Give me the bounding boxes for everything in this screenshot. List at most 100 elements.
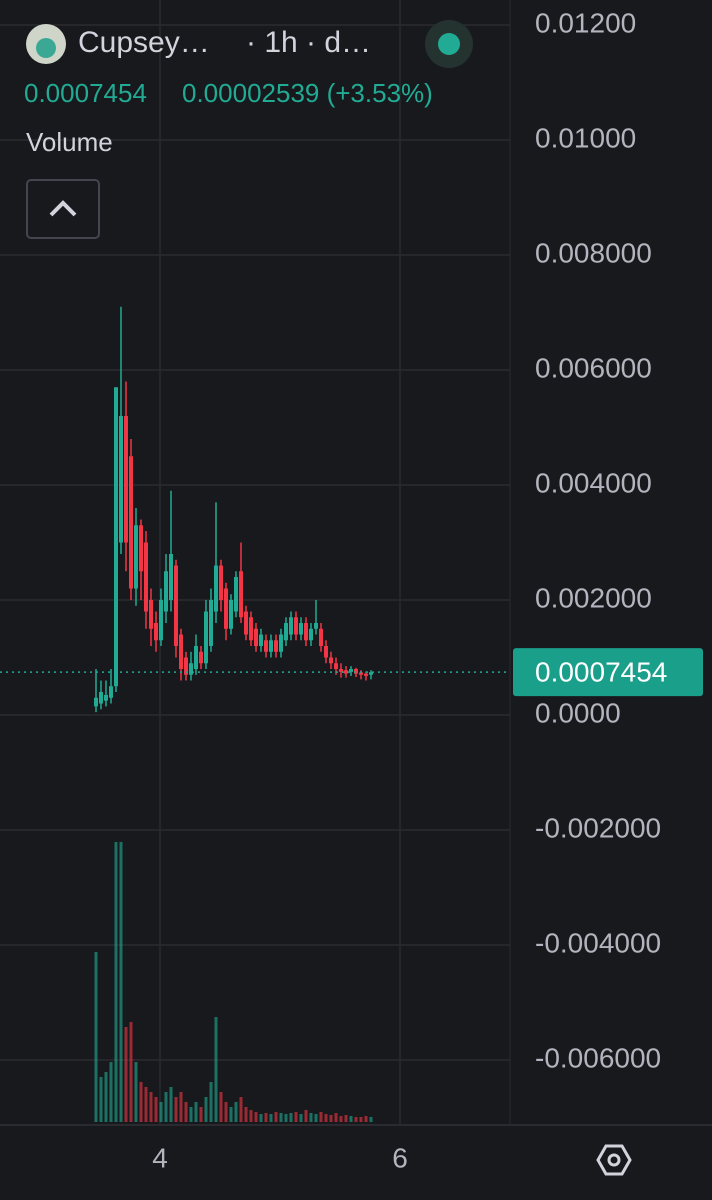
volume-bar xyxy=(134,1062,138,1122)
volume-bar xyxy=(149,1092,153,1122)
candle-body xyxy=(323,646,328,658)
interval[interactable]: · 1h · d… xyxy=(246,26,371,59)
status-dot xyxy=(438,33,460,55)
x-tick-label: 4 xyxy=(152,1142,168,1173)
candle-body xyxy=(308,628,313,641)
volume-bar xyxy=(194,1102,198,1122)
candle-body xyxy=(208,600,213,647)
candle-body xyxy=(259,634,263,647)
volume-bar xyxy=(164,1092,168,1122)
candle-body xyxy=(293,617,298,635)
settings-icon[interactable] xyxy=(596,1144,632,1176)
volume-bar xyxy=(184,1102,188,1122)
volume-bar xyxy=(144,1087,148,1122)
volume-bar xyxy=(104,1072,108,1122)
candle-body xyxy=(199,651,203,664)
candle-body xyxy=(133,525,138,589)
volume-bar xyxy=(324,1114,328,1122)
candle-body xyxy=(238,571,243,618)
y-tick-label: 0.008000 xyxy=(535,237,652,268)
candle-body xyxy=(353,669,358,674)
last-price-box xyxy=(513,648,703,697)
volume-bar xyxy=(109,1062,113,1122)
candle-body xyxy=(364,673,368,676)
candle-body xyxy=(188,663,193,675)
volume-bar xyxy=(304,1110,308,1122)
volume-bar xyxy=(159,1102,163,1122)
volume-bar xyxy=(179,1092,183,1122)
candle-body xyxy=(343,670,348,674)
y-tick-label: 0.004000 xyxy=(535,467,652,498)
price: 0.0007454 xyxy=(24,78,147,108)
change: 0.00002539 (+3.53%) xyxy=(182,78,433,108)
candle-body xyxy=(298,623,303,635)
candle-body xyxy=(253,628,258,647)
candle-body xyxy=(98,692,103,704)
y-tick-label: 0.01000 xyxy=(535,122,636,153)
candle-body xyxy=(214,565,218,612)
candle-body xyxy=(248,617,253,641)
volume-bar xyxy=(334,1113,338,1122)
candle-body xyxy=(139,525,143,572)
volume-bar xyxy=(359,1117,363,1122)
volume-bar xyxy=(314,1114,318,1122)
avatar-detail xyxy=(36,38,56,58)
volume-bar xyxy=(339,1116,343,1122)
volume-bar xyxy=(199,1107,203,1122)
volume-bar xyxy=(364,1116,368,1122)
volume-bar xyxy=(224,1102,228,1122)
symbol[interactable]: Cupsey… xyxy=(78,26,210,59)
y-tick-label: 0.002000 xyxy=(535,582,652,613)
volume-bar xyxy=(119,842,123,1122)
volume-bar xyxy=(219,1092,223,1122)
candle-body xyxy=(304,623,308,641)
candle-body xyxy=(368,672,373,675)
y-tick-label: 0.006000 xyxy=(535,352,652,383)
volume-bar xyxy=(309,1113,313,1122)
volume-bar xyxy=(344,1115,348,1122)
x-tick-label: 6 xyxy=(392,1142,408,1173)
volume-bar xyxy=(284,1114,288,1122)
candle-body xyxy=(283,623,288,641)
volume-bar xyxy=(114,842,118,1122)
candle-body xyxy=(169,554,173,601)
candle-body xyxy=(244,611,248,635)
collapse-button[interactable] xyxy=(26,179,100,239)
volume-bar xyxy=(239,1097,243,1122)
settings-hex xyxy=(596,1144,632,1176)
volume-bar xyxy=(294,1112,298,1122)
candle-body xyxy=(143,542,148,612)
y-tick-label: -0.002000 xyxy=(535,812,661,843)
candle-body xyxy=(124,416,128,543)
candle-body xyxy=(163,571,168,612)
candle-body xyxy=(113,387,118,687)
y-tick-label: -0.004000 xyxy=(535,927,661,958)
y-tick-label: -0.006000 xyxy=(535,1042,661,1073)
candle-body xyxy=(193,646,198,670)
candle-body xyxy=(313,623,318,629)
candle-body xyxy=(334,663,338,670)
candle-body xyxy=(109,686,113,698)
candle-body xyxy=(148,600,153,629)
candle-body xyxy=(173,565,178,647)
volume-bar xyxy=(354,1117,358,1122)
candle-body xyxy=(233,577,238,612)
y-tick-label: 0.0000 xyxy=(535,697,621,728)
volume-bar xyxy=(264,1113,268,1122)
candle-body xyxy=(178,634,183,670)
volume-bar xyxy=(329,1115,333,1122)
volume-bar xyxy=(249,1110,253,1122)
last-price-label: 0.0007454 xyxy=(535,657,667,688)
volume-bar xyxy=(169,1087,173,1122)
volume-bar xyxy=(94,952,98,1122)
volume-bar xyxy=(279,1113,283,1122)
volume-bar xyxy=(244,1107,248,1122)
volume-bar xyxy=(154,1097,158,1122)
candle-body xyxy=(263,640,268,652)
candle-body xyxy=(203,611,208,664)
volume-bar xyxy=(269,1114,273,1122)
candle-body xyxy=(154,623,158,641)
candle-body xyxy=(218,565,223,601)
volume-bar xyxy=(299,1114,303,1122)
